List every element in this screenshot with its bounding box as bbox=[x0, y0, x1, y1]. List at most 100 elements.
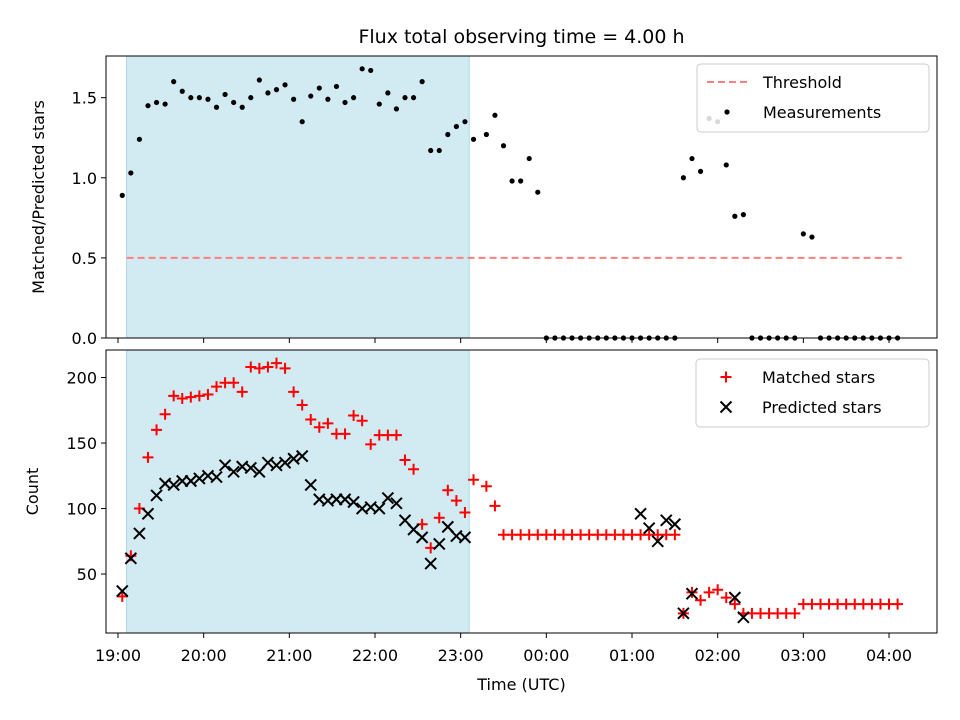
measurement-point bbox=[509, 178, 515, 184]
measurement-point bbox=[128, 170, 134, 176]
matched-star-point bbox=[356, 415, 368, 427]
ratio-y-tick-label: 1.0 bbox=[72, 169, 97, 188]
measurement-point bbox=[470, 136, 477, 142]
predicted-star-point bbox=[287, 452, 300, 465]
observing-window-shade-top bbox=[126, 55, 470, 339]
measurement-point bbox=[453, 123, 459, 130]
count-y-tick-label: 200 bbox=[66, 369, 97, 388]
measurement-point bbox=[291, 96, 297, 102]
measurement-point bbox=[188, 95, 194, 101]
matched-star-point bbox=[720, 592, 732, 604]
matched-star-point bbox=[202, 389, 214, 401]
predicted-star-point bbox=[124, 552, 138, 565]
predicted-star-point bbox=[433, 537, 446, 551]
time-x-tick-label: 02:00 bbox=[695, 646, 741, 665]
measurement-point bbox=[732, 213, 738, 219]
matched-star-point bbox=[193, 390, 205, 402]
matched-star-point bbox=[390, 429, 402, 441]
count-y-tick-label: 150 bbox=[66, 434, 97, 453]
predicted-star-point bbox=[116, 584, 129, 598]
measurement-point bbox=[689, 155, 695, 162]
measurement-point bbox=[535, 189, 541, 195]
measurement-point bbox=[445, 131, 451, 138]
measurement-point bbox=[800, 231, 806, 237]
ratio-y-tick-label: 0.0 bbox=[72, 329, 97, 348]
measurement-point bbox=[697, 168, 704, 174]
ratio-legend: Threshold Measurements bbox=[696, 63, 930, 133]
legend-predicted-swatch bbox=[719, 400, 733, 414]
predicted-star-point bbox=[424, 557, 437, 570]
measurement-point bbox=[179, 88, 185, 94]
measurement-point bbox=[273, 87, 280, 93]
matched-star-point bbox=[442, 484, 454, 496]
matched-star-point bbox=[151, 424, 163, 436]
matched-star-point bbox=[489, 500, 501, 512]
measurement-point bbox=[462, 119, 468, 125]
matched-star-point bbox=[399, 454, 411, 466]
matched-star-point bbox=[236, 386, 248, 398]
matched-star-point bbox=[712, 584, 724, 596]
measurement-point bbox=[402, 95, 408, 101]
matched-star-point bbox=[459, 506, 471, 518]
legend-label: Threshold bbox=[762, 73, 842, 92]
matched-star-point bbox=[365, 438, 377, 450]
chart-title: Flux total observing time = 4.00 h bbox=[358, 26, 684, 48]
predicted-star-point bbox=[304, 478, 317, 492]
measurement-point bbox=[342, 99, 348, 106]
matched-star-point bbox=[348, 410, 360, 422]
legend-box bbox=[695, 358, 930, 428]
measurement-point bbox=[740, 212, 746, 218]
time-x-tick-label: 21:00 bbox=[266, 646, 312, 665]
matched-star-point bbox=[339, 428, 351, 440]
measurement-point bbox=[419, 79, 425, 85]
predicted-star-point bbox=[415, 531, 429, 544]
predicted-star-point bbox=[218, 459, 232, 472]
matched-star-point bbox=[433, 512, 445, 524]
measurement-point bbox=[299, 119, 305, 125]
predicted-star-point bbox=[347, 495, 360, 509]
legend-box bbox=[696, 63, 930, 133]
predicted-star-point bbox=[210, 470, 223, 484]
predicted-star-point bbox=[634, 507, 647, 520]
predicted-star-point bbox=[458, 531, 472, 544]
matched-star-point bbox=[159, 408, 171, 420]
measurement-point bbox=[809, 234, 815, 240]
measurement-point bbox=[171, 79, 177, 85]
matched-star-point bbox=[322, 417, 334, 429]
count-y-axis-label: Count bbox=[23, 468, 42, 516]
predicted-star-point bbox=[270, 459, 283, 472]
matched-star-point bbox=[185, 391, 197, 403]
measurement-point bbox=[436, 147, 442, 154]
measurement-point bbox=[376, 101, 382, 107]
measurement-point bbox=[428, 147, 434, 154]
legend-label: Measurements bbox=[763, 103, 881, 122]
predicted-star-point bbox=[167, 478, 180, 492]
predicted-star-point bbox=[728, 591, 742, 604]
matched-star-point bbox=[450, 495, 462, 507]
ratio-y-axis-label: Matched/Predicted stars bbox=[29, 100, 48, 294]
count-y-tick-label: 100 bbox=[66, 500, 97, 519]
predicted-star-point bbox=[227, 465, 240, 479]
measurement-point bbox=[350, 95, 357, 101]
measurement-point bbox=[368, 67, 374, 74]
observing-window-shade-bottom bbox=[126, 349, 470, 634]
predicted-star-point bbox=[193, 472, 206, 485]
legend-label: Matched stars bbox=[762, 368, 875, 387]
measurement-point bbox=[145, 103, 151, 109]
predicted-star-point bbox=[278, 456, 292, 469]
predicted-star-point bbox=[373, 502, 386, 515]
predicted-star-point bbox=[642, 521, 656, 535]
measurement-point bbox=[308, 93, 314, 99]
ratio-panel-frame bbox=[105, 55, 938, 339]
ratio-y-tick-label: 1.5 bbox=[72, 89, 97, 108]
measurement-point bbox=[492, 112, 498, 118]
measurement-point bbox=[282, 82, 288, 88]
time-x-tick-label: 23:00 bbox=[438, 646, 484, 665]
measurement-point bbox=[222, 91, 228, 98]
ratio-y-tick-label: 0.5 bbox=[72, 249, 97, 268]
matched-star-point bbox=[480, 480, 492, 492]
matched-star-point bbox=[228, 377, 240, 389]
matched-star-point bbox=[296, 399, 308, 411]
predicted-star-point bbox=[737, 611, 750, 624]
matched-star-point bbox=[789, 607, 801, 619]
